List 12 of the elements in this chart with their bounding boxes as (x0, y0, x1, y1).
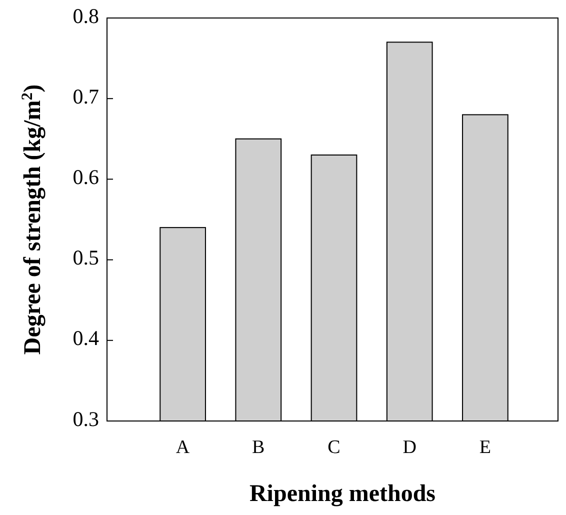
x-axis-title: Ripening methods (249, 481, 436, 507)
x-tick-label: E (479, 437, 492, 458)
y-tick-label: 0.4 (72, 326, 100, 350)
x-tick-label: B (252, 437, 265, 458)
x-tick-label: D (402, 437, 416, 458)
y-tick-label: 0.7 (72, 84, 99, 108)
x-tick-label: A (176, 437, 190, 458)
y-tick-label: 0.5 (72, 246, 99, 270)
y-tick-label: 0.3 (72, 406, 99, 431)
y-tick-label: 0.8 (72, 4, 99, 28)
y-tick-label: 0.6 (72, 165, 99, 190)
x-tick-label: C (328, 437, 340, 458)
